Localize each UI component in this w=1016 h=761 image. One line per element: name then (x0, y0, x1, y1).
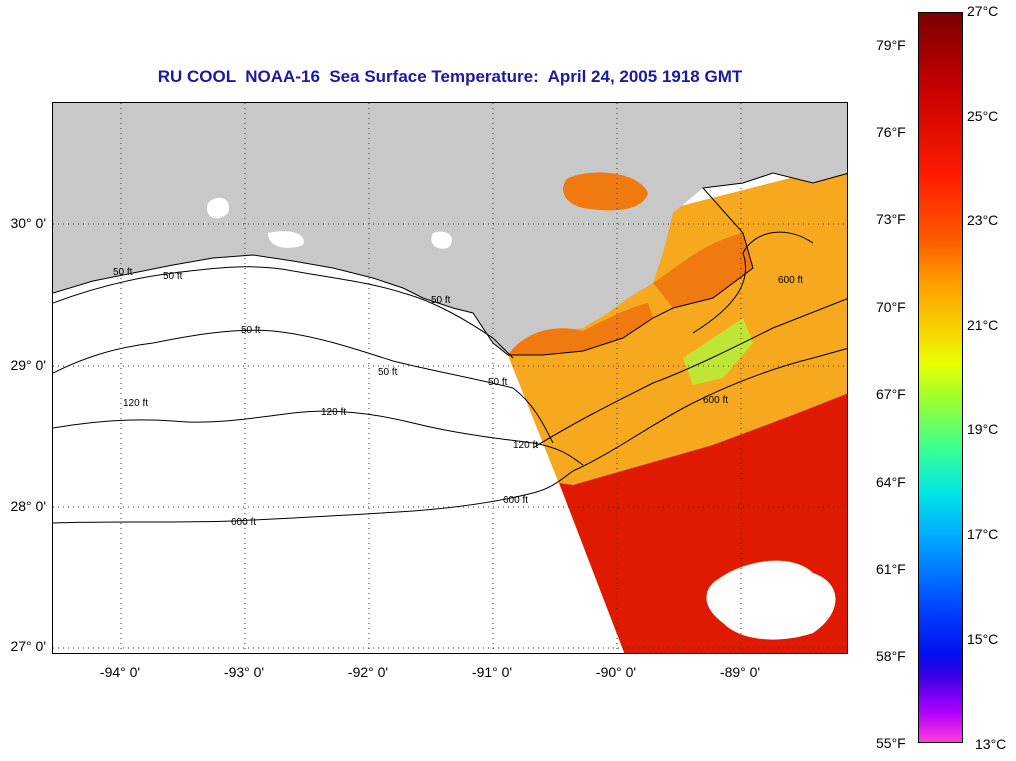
swath-mid-region (508, 163, 847, 485)
graticule (53, 103, 847, 653)
contour-label: 50 ft (113, 267, 133, 278)
latitude-label: 30° 0' (10, 215, 46, 231)
contour-label: 120 ft (513, 440, 538, 451)
longitude-label: -93° 0' (223, 664, 265, 680)
longitude-label: -90° 0' (595, 664, 637, 680)
longitude-label: -94° 0' (99, 664, 141, 680)
delta-marsh (653, 233, 753, 308)
longitude-label: -89° 0' (719, 664, 761, 680)
colorbar-celsius-label: 19°C (967, 421, 999, 437)
colorbar-fahrenheit-label: 76°F (876, 124, 906, 140)
land-mass (53, 103, 847, 355)
inland-water (207, 197, 229, 219)
contour-label: 50 ft (488, 377, 508, 388)
colorbar-celsius-label: 17°C (967, 526, 999, 542)
temperature-colorbar (918, 12, 963, 743)
contour-label: 50 ft (431, 295, 451, 306)
contour-label: 600 ft (778, 275, 803, 286)
colorbar-celsius-label: 21°C (967, 317, 999, 333)
contour-label: 120 ft (123, 398, 148, 409)
colorbar-celsius-label: 23°C (967, 212, 999, 228)
colorbar-fahrenheit-label: 70°F (876, 299, 906, 315)
contour-label: 50 ft (163, 271, 183, 282)
coastal-marsh (508, 303, 653, 355)
longitude-label: -92° 0' (347, 664, 389, 680)
colorbar-fahrenheit-label: 73°F (876, 211, 906, 227)
inland-water (268, 231, 304, 248)
colorbar-fahrenheit-label: 64°F (876, 474, 906, 490)
contour-label: 50 ft (378, 367, 398, 378)
colorbar-celsius-label: 15°C (967, 631, 999, 647)
contour-label: 600 ft (503, 495, 528, 506)
cloud-patch (706, 560, 836, 640)
sea-surface-temperature-map: 50 ft 50 ft 50 ft 50 ft 50 ft 50 ft 120 … (52, 102, 848, 654)
colorbar-fahrenheit-label: 55°F (876, 735, 906, 751)
colorbar-fahrenheit-label: 61°F (876, 561, 906, 577)
longitude-label: -91° 0' (471, 664, 513, 680)
bathymetry-contours (53, 231, 847, 524)
map-canvas: 50 ft 50 ft 50 ft 50 ft 50 ft 50 ft 120 … (53, 103, 847, 653)
colorbar-celsius-label: 25°C (967, 108, 999, 124)
swath-cool-patch (683, 318, 753, 385)
latitude-label: 28° 0' (10, 498, 46, 514)
contour-label: 120 ft (321, 407, 346, 418)
colorbar-celsius-label: 13°C (975, 736, 1007, 752)
map-title: RU COOL NOAA-16 Sea Surface Temperature:… (157, 67, 743, 86)
colorbar-fahrenheit-label: 79°F (876, 37, 906, 53)
coastline (53, 172, 847, 356)
latitude-label: 29° 0' (10, 357, 46, 373)
contour-label: 600 ft (703, 395, 728, 406)
contour-label: 600 ft (231, 517, 256, 528)
colorbar-celsius-label: 27°C (967, 3, 999, 19)
colorbar-fahrenheit-label: 58°F (876, 648, 906, 664)
colorbar-fahrenheit-label: 67°F (876, 386, 906, 402)
latitude-label: 27° 0' (10, 638, 46, 654)
contour-label: 50 ft (241, 325, 261, 336)
inland-water (431, 231, 453, 249)
coastal-lake (563, 172, 648, 211)
